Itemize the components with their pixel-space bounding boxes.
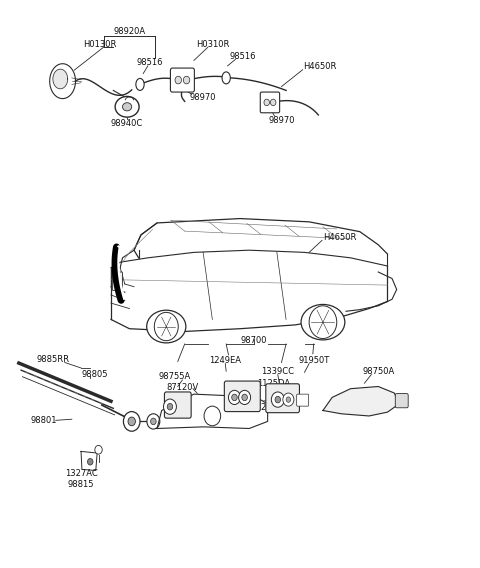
- Text: 98801: 98801: [31, 416, 58, 425]
- Circle shape: [147, 414, 160, 429]
- Circle shape: [242, 394, 247, 400]
- FancyBboxPatch shape: [224, 381, 260, 412]
- Text: H4650R: H4650R: [303, 62, 337, 72]
- Polygon shape: [50, 64, 75, 99]
- FancyBboxPatch shape: [297, 394, 309, 406]
- Circle shape: [270, 99, 276, 106]
- Text: 87120V: 87120V: [166, 383, 199, 392]
- Text: H0310R: H0310R: [196, 40, 229, 49]
- Ellipse shape: [301, 304, 345, 340]
- Polygon shape: [323, 386, 399, 416]
- Circle shape: [87, 458, 93, 465]
- Text: 98516: 98516: [137, 58, 163, 67]
- Text: 9885RR: 9885RR: [37, 355, 70, 364]
- Text: 1249EA: 1249EA: [209, 356, 241, 365]
- FancyBboxPatch shape: [266, 384, 300, 413]
- Text: 98726A: 98726A: [246, 403, 278, 412]
- Circle shape: [154, 312, 178, 341]
- Ellipse shape: [147, 310, 186, 343]
- FancyBboxPatch shape: [260, 92, 280, 113]
- Circle shape: [286, 397, 291, 402]
- Circle shape: [232, 394, 237, 400]
- Ellipse shape: [136, 78, 144, 90]
- Text: 98700: 98700: [240, 336, 267, 345]
- FancyBboxPatch shape: [112, 272, 122, 291]
- Circle shape: [204, 406, 221, 426]
- Polygon shape: [157, 393, 268, 428]
- Text: H4650R: H4650R: [323, 233, 356, 242]
- Circle shape: [239, 390, 251, 404]
- Text: 98815: 98815: [68, 479, 94, 488]
- Text: 98970: 98970: [268, 116, 295, 125]
- Text: 98970: 98970: [190, 93, 216, 102]
- Text: 98755A: 98755A: [158, 372, 191, 381]
- Text: 98750A: 98750A: [362, 367, 395, 376]
- Circle shape: [183, 76, 190, 84]
- Circle shape: [164, 399, 177, 414]
- Text: 91950T: 91950T: [298, 356, 329, 365]
- Ellipse shape: [222, 72, 230, 84]
- Circle shape: [151, 418, 156, 425]
- Circle shape: [167, 403, 173, 410]
- Text: 98516: 98516: [229, 52, 255, 61]
- FancyBboxPatch shape: [396, 394, 408, 408]
- Circle shape: [283, 393, 294, 406]
- Text: 1339CC: 1339CC: [261, 367, 294, 376]
- Text: 1125DA: 1125DA: [257, 379, 290, 389]
- Polygon shape: [81, 452, 97, 470]
- Circle shape: [275, 396, 280, 403]
- Text: 98940C: 98940C: [111, 119, 143, 128]
- Text: H0130R: H0130R: [83, 40, 116, 49]
- Circle shape: [309, 306, 337, 339]
- Circle shape: [128, 417, 135, 426]
- Text: 98920A: 98920A: [113, 27, 145, 36]
- Ellipse shape: [122, 103, 132, 111]
- Circle shape: [123, 412, 140, 431]
- Circle shape: [95, 445, 102, 454]
- Polygon shape: [53, 69, 68, 89]
- Text: 1327AC: 1327AC: [65, 469, 97, 478]
- Circle shape: [228, 390, 240, 404]
- Circle shape: [264, 99, 269, 106]
- Ellipse shape: [115, 97, 139, 117]
- Circle shape: [175, 76, 181, 84]
- FancyBboxPatch shape: [170, 68, 194, 92]
- FancyBboxPatch shape: [165, 392, 191, 418]
- Text: 98805: 98805: [82, 370, 108, 379]
- Circle shape: [271, 392, 284, 407]
